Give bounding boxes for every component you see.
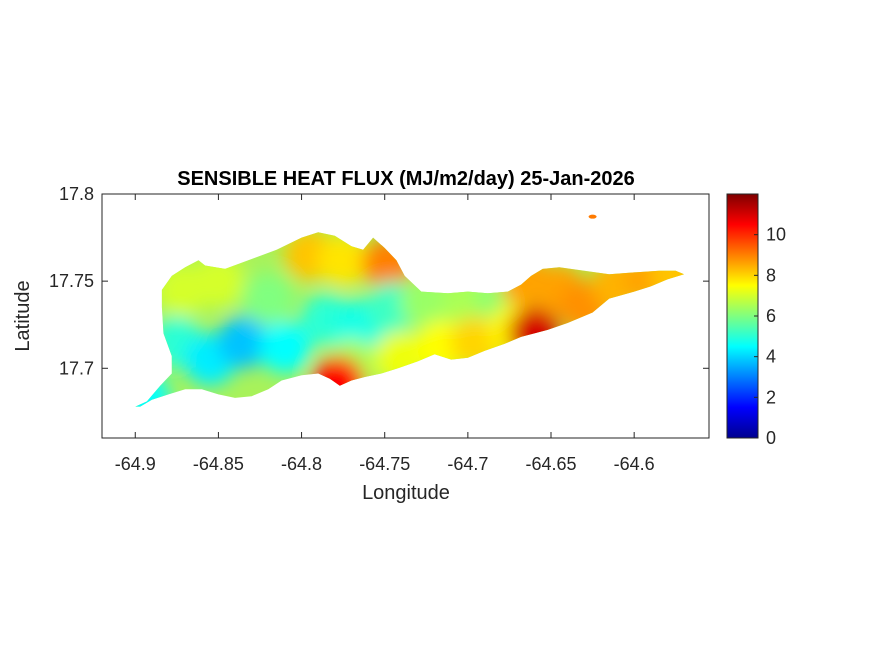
- heat-flux-map: [135, 214, 685, 407]
- x-axis-ticks: -64.9 -64.85 -64.8 -64.75 -64.7 -64.65 -64.6: [115, 194, 655, 474]
- x-axis-label: Longitude: [362, 482, 450, 504]
- colorbar-ticks: 0 2 4 6 8 10: [754, 225, 786, 448]
- colorbar-gradient: [726, 193, 759, 439]
- x-tick-label: -64.9: [115, 454, 156, 474]
- value-region-9: [317, 234, 370, 287]
- colorbar-tick-label: 2: [766, 387, 776, 407]
- x-tick-label: -64.6: [614, 454, 655, 474]
- value-region-29: [649, 248, 685, 301]
- y-tick-label: 17.8: [59, 184, 94, 204]
- value-region-24: [508, 307, 561, 360]
- chart-title: SENSIBLE HEAT FLUX (MJ/m2/day) 25-Jan-20…: [177, 168, 635, 190]
- colorbar-tick-label: 8: [766, 265, 776, 285]
- x-tick-label: -64.8: [281, 454, 322, 474]
- colorbar: 0 2 4 6 8 10: [726, 193, 786, 448]
- x-tick-label: -64.75: [359, 454, 410, 474]
- x-tick-label: -64.7: [447, 454, 488, 474]
- value-region-6: [242, 272, 295, 325]
- value-region-3: [192, 255, 245, 308]
- map-axes-box: [101, 193, 710, 439]
- value-region-13: [312, 356, 365, 407]
- colorbar-tick-label: 10: [766, 225, 786, 245]
- x-tick-label: -64.85: [193, 454, 244, 474]
- value-region-5: [217, 316, 270, 369]
- colorbar-tick-label: 4: [766, 347, 776, 367]
- colorbar-tick-label: 6: [766, 306, 776, 326]
- x-tick-label: -64.65: [525, 454, 576, 474]
- y-axis-ticks: 17.7 17.75 17.8: [49, 184, 709, 378]
- y-tick-label: 17.7: [59, 358, 94, 378]
- islet: [588, 214, 597, 219]
- y-tick-label: 17.75: [49, 271, 94, 291]
- value-region-7: [258, 321, 311, 374]
- y-axis-label: Latitude: [12, 280, 34, 351]
- value-region-0: [135, 371, 170, 407]
- colorbar-tick-label: 0: [766, 428, 776, 448]
